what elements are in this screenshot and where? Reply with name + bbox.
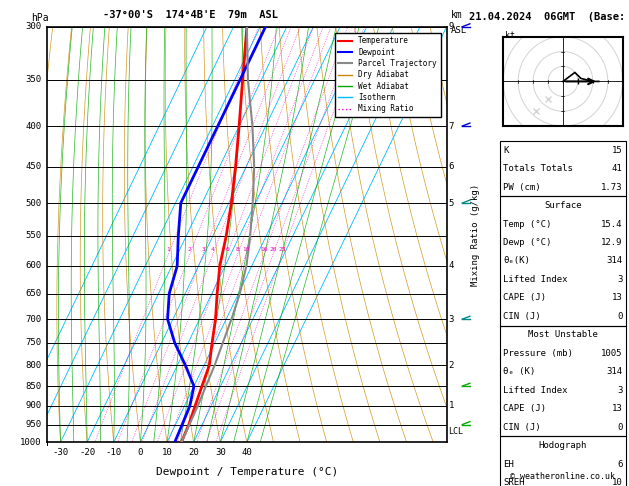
Text: CAPE (J): CAPE (J)	[503, 294, 546, 302]
Text: 5: 5	[448, 199, 454, 208]
Text: 2: 2	[448, 361, 454, 370]
Text: Pressure (mb): Pressure (mb)	[503, 349, 573, 358]
Text: 1005: 1005	[601, 349, 623, 358]
Text: SREH: SREH	[503, 478, 525, 486]
Text: 21.04.2024  06GMT  (Base: 18): 21.04.2024 06GMT (Base: 18)	[469, 12, 629, 22]
Text: 10: 10	[242, 247, 250, 252]
Text: PW (cm): PW (cm)	[503, 183, 541, 191]
Text: 750: 750	[25, 338, 41, 347]
Text: © weatheronline.co.uk: © weatheronline.co.uk	[511, 472, 615, 481]
Text: 3: 3	[201, 247, 205, 252]
Text: 20: 20	[269, 247, 277, 252]
Text: 15.4: 15.4	[601, 220, 623, 228]
Text: kt: kt	[504, 32, 515, 40]
Text: θₑ (K): θₑ (K)	[503, 367, 535, 376]
Text: 2: 2	[188, 247, 192, 252]
Text: 1: 1	[448, 401, 454, 410]
Text: -37°00'S  174°4B'E  79m  ASL: -37°00'S 174°4B'E 79m ASL	[103, 11, 278, 20]
Text: EH: EH	[503, 460, 514, 469]
Text: 500: 500	[25, 199, 41, 208]
Text: 3: 3	[617, 386, 623, 395]
Text: 10: 10	[612, 478, 623, 486]
Text: Lifted Index: Lifted Index	[503, 275, 568, 284]
Text: 20: 20	[188, 449, 199, 457]
Text: 13: 13	[612, 404, 623, 413]
Text: 9: 9	[448, 22, 454, 31]
Text: 950: 950	[25, 420, 41, 429]
Text: 550: 550	[25, 231, 41, 241]
Text: Totals Totals: Totals Totals	[503, 164, 573, 173]
Text: 1.73: 1.73	[601, 183, 623, 191]
Text: 650: 650	[25, 289, 41, 298]
Text: Most Unstable: Most Unstable	[528, 330, 598, 339]
Text: 314: 314	[606, 257, 623, 265]
Text: 400: 400	[25, 122, 41, 131]
Text: 0: 0	[617, 312, 623, 321]
Text: CIN (J): CIN (J)	[503, 423, 541, 432]
Text: 3: 3	[617, 275, 623, 284]
Text: 300: 300	[25, 22, 41, 31]
Text: Surface: Surface	[544, 201, 582, 210]
Text: 15: 15	[612, 146, 623, 155]
Text: θₑ(K): θₑ(K)	[503, 257, 530, 265]
Legend: Temperature, Dewpoint, Parcel Trajectory, Dry Adiabat, Wet Adiabat, Isotherm, Mi: Temperature, Dewpoint, Parcel Trajectory…	[335, 33, 441, 117]
Text: 12.9: 12.9	[601, 238, 623, 247]
Text: 0: 0	[617, 423, 623, 432]
Text: 700: 700	[25, 314, 41, 324]
Text: 16: 16	[260, 247, 268, 252]
Text: 30: 30	[215, 449, 226, 457]
Text: 8: 8	[236, 247, 240, 252]
Text: CIN (J): CIN (J)	[503, 312, 541, 321]
Text: Mixing Ratio (g/kg): Mixing Ratio (g/kg)	[470, 183, 479, 286]
Text: 6: 6	[617, 460, 623, 469]
Text: 800: 800	[25, 361, 41, 370]
Text: 600: 600	[25, 261, 41, 270]
Text: Hodograph: Hodograph	[539, 441, 587, 450]
Text: 350: 350	[25, 75, 41, 85]
Text: -20: -20	[79, 449, 95, 457]
Text: CAPE (J): CAPE (J)	[503, 404, 546, 413]
Text: K: K	[503, 146, 509, 155]
Text: Temp (°C): Temp (°C)	[503, 220, 552, 228]
Text: -30: -30	[52, 449, 69, 457]
Text: Dewp (°C): Dewp (°C)	[503, 238, 552, 247]
Text: 6: 6	[448, 162, 454, 171]
Text: hPa: hPa	[31, 13, 49, 22]
Text: 1000: 1000	[19, 438, 41, 447]
Text: km: km	[450, 11, 462, 20]
Text: 450: 450	[25, 162, 41, 171]
Text: 4: 4	[211, 247, 214, 252]
Text: 3: 3	[448, 314, 454, 324]
Text: Dewpoint / Temperature (°C): Dewpoint / Temperature (°C)	[156, 467, 338, 477]
Text: 13: 13	[612, 294, 623, 302]
Text: LCL: LCL	[448, 427, 464, 436]
Text: -10: -10	[106, 449, 122, 457]
Text: 850: 850	[25, 382, 41, 391]
Text: 7: 7	[448, 122, 454, 131]
Text: 0: 0	[138, 449, 143, 457]
Text: 40: 40	[242, 449, 252, 457]
Text: 1: 1	[167, 247, 170, 252]
Text: 900: 900	[25, 401, 41, 410]
Text: 10: 10	[162, 449, 172, 457]
Text: 25: 25	[279, 247, 286, 252]
Text: 314: 314	[606, 367, 623, 376]
Text: Lifted Index: Lifted Index	[503, 386, 568, 395]
Text: ASL: ASL	[450, 26, 467, 35]
Text: 6: 6	[225, 247, 229, 252]
Text: 41: 41	[612, 164, 623, 173]
Text: 4: 4	[448, 261, 454, 270]
